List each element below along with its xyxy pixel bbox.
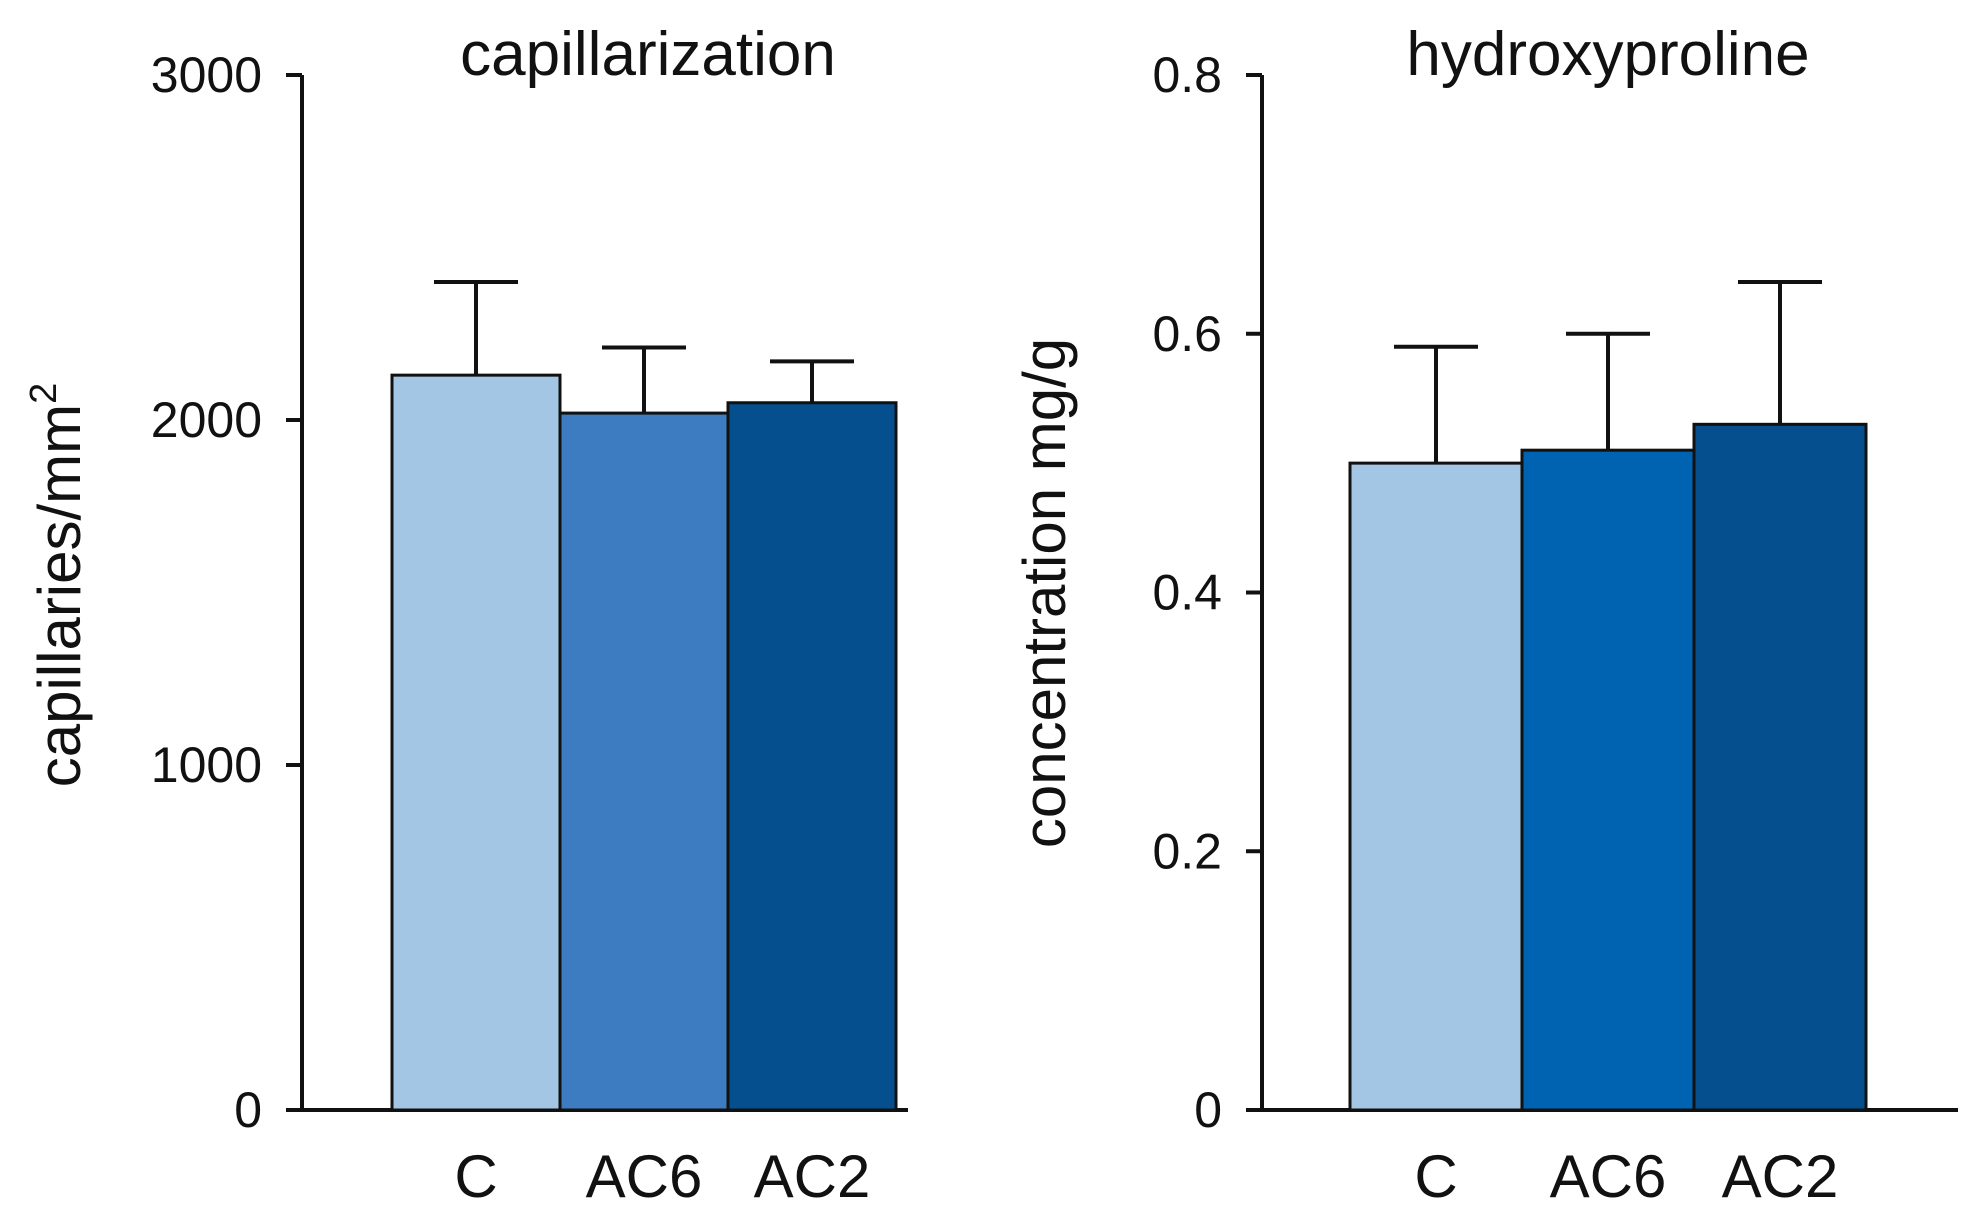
category-label: C — [1414, 1143, 1457, 1210]
chart-title: hydroxyproline — [1406, 20, 1809, 89]
category-label: AC2 — [754, 1143, 871, 1210]
y-tick-label: 0 — [1194, 1082, 1222, 1138]
bar-ac2 — [1692, 422, 1868, 1112]
y-axis-label: capillaries/mm2 — [23, 383, 93, 788]
bar-c — [1348, 461, 1524, 1112]
y-tick-label: 2000 — [151, 392, 262, 448]
bar-c — [390, 373, 562, 1112]
error-bar-c — [434, 280, 518, 376]
y-tick-label: 3000 — [151, 47, 262, 103]
category-label: AC6 — [586, 1143, 703, 1210]
y-tick-label: 0.6 — [1152, 306, 1222, 362]
error-bar-ac2 — [770, 359, 854, 403]
hydroxyproline-panel: hydroxyproline concentration mg/g 0 0.2 0.… — [1011, 20, 1958, 1210]
error-bar-c — [1394, 344, 1478, 464]
category-label: AC2 — [1722, 1143, 1839, 1210]
y-axis-label: concentration mg/g — [1011, 338, 1078, 848]
y-tick-label: 0 — [234, 1082, 262, 1138]
error-bar-ac6 — [1566, 331, 1650, 451]
bar-ac6 — [558, 411, 730, 1112]
error-bar-ac2 — [1738, 280, 1822, 425]
category-label: C — [454, 1143, 497, 1210]
category-label: AC6 — [1550, 1143, 1667, 1210]
bar-ac6 — [1520, 448, 1696, 1112]
capillarization-panel: capillarization capillaries/mm2 0 1000 200… — [23, 20, 908, 1210]
chart-title: capillarization — [460, 20, 836, 89]
y-tick-label: 0.2 — [1152, 823, 1222, 879]
y-tick-label: 0.4 — [1152, 565, 1222, 621]
y-tick-label: 1000 — [151, 737, 262, 793]
y-tick-label: 0.8 — [1152, 47, 1222, 103]
bar-ac2 — [726, 401, 898, 1112]
error-bar-ac6 — [602, 345, 686, 414]
